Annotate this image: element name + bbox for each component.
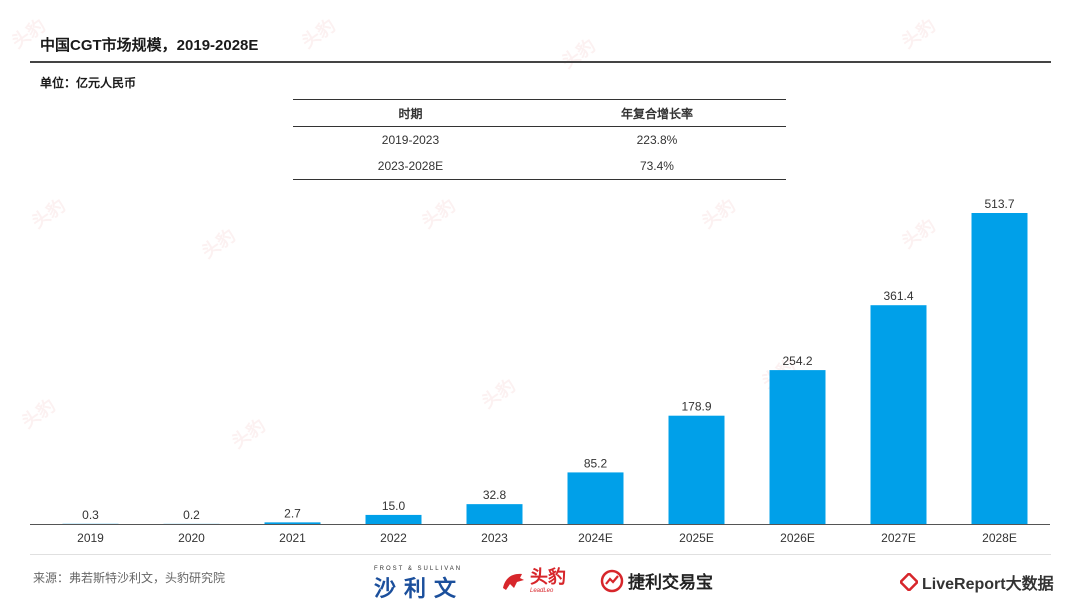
bar-2023 [466, 504, 523, 524]
leopard-icon [503, 573, 524, 590]
leadleo-logo-en: LeadLeo [530, 587, 554, 594]
cagr-period: 2019-2023 [381, 133, 440, 147]
diamond-icon [900, 573, 918, 591]
x-tick-label: 2025E [679, 531, 714, 545]
x-tick-label: 2027E [881, 531, 916, 545]
page-title: 中国CGT市场规模，2019-2028E [40, 37, 259, 54]
table-row: 2019-2023 223.8% [293, 127, 786, 154]
value-label: 513.7 [984, 197, 1014, 211]
value-label: 361.4 [883, 289, 913, 303]
value-label: 32.8 [483, 488, 507, 502]
cagr-header-row: 时期 年复合增长率 [293, 99, 786, 127]
cagr-rate: 73.4% [527, 153, 786, 180]
bar-2021 [264, 522, 321, 524]
frost-sullivan-logo-cn: 沙利文 [374, 576, 465, 601]
title-divider [30, 61, 1051, 63]
x-tick-label: 2020 [178, 531, 205, 545]
cagr-rate: 223.8% [636, 133, 678, 147]
frost-sullivan-logo: FROST & SULLIVAN 沙利文 [374, 566, 464, 603]
value-label: 0.2 [183, 508, 200, 522]
jieli-logo-text: 捷利交易宝 [628, 573, 713, 592]
livereport-logo: LiveReport大数据 [900, 570, 1054, 594]
leadleo-logo: 头豹 LeadLeo [500, 568, 566, 594]
livereport-logo-text: LiveReport大数据 [922, 576, 1054, 593]
x-tick-label: 2019 [77, 531, 104, 545]
x-tick-label: 2021 [279, 531, 306, 545]
bar-2028E [971, 213, 1028, 524]
value-label: 2.7 [284, 506, 301, 520]
frost-sullivan-logo-en: FROST & SULLIVAN [374, 566, 463, 572]
source-note: 来源：弗若斯特沙利文，头豹研究院 [33, 571, 226, 585]
bar-2024E [567, 472, 624, 524]
bar-2025E [668, 415, 725, 524]
unit-label: 单位：亿元人民币 [40, 76, 137, 90]
x-tick-label: 2026E [780, 531, 815, 545]
cagr-table: 时期 年复合增长率 2019-2023 223.8% 2023-2028E 73… [293, 99, 786, 180]
cagr-header-period: 时期 [293, 99, 528, 127]
value-label: 178.9 [681, 400, 711, 414]
x-tick-label: 2024E [578, 531, 613, 545]
trend-arrow-icon [600, 569, 624, 592]
x-tick-label: 2023 [481, 531, 508, 545]
jieli-logo: 捷利交易宝 [600, 568, 713, 593]
x-tick-label: 2022 [380, 531, 407, 545]
value-label: 15.0 [382, 499, 406, 513]
bar-2026E [769, 370, 826, 524]
bar-2022 [365, 514, 422, 524]
cagr-header-rate: 年复合增长率 [527, 99, 786, 127]
bar-chart: 0.3 2019 0.2 2020 2.7 2021 15.0 2022 32.8 2023 85.… [30, 197, 1051, 555]
x-tick-label: 2028E [982, 531, 1017, 545]
value-label: 254.2 [782, 354, 812, 368]
table-row: 2023-2028E 73.4% [293, 153, 786, 180]
leadleo-logo-cn: 头豹 [530, 566, 566, 587]
cagr-period: 2023-2028E [293, 153, 528, 180]
value-label: 85.2 [584, 456, 608, 470]
value-label: 0.3 [82, 508, 99, 522]
bar-2027E [870, 305, 927, 524]
